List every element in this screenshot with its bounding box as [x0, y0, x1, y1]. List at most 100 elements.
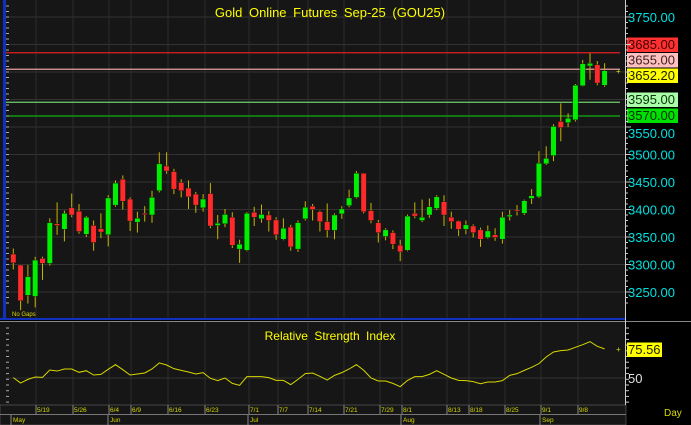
date-label: 7/29: [381, 407, 394, 414]
candle-up: [61, 213, 68, 230]
candle-up: [536, 163, 542, 198]
candles: [10, 53, 608, 311]
candle-down: [273, 219, 279, 235]
candle-down: [397, 245, 404, 253]
candle-up: [302, 207, 309, 220]
candle-down: [557, 121, 564, 128]
candle-up: [382, 229, 389, 237]
level-label-bg: [627, 92, 678, 107]
date-label: 5/26: [74, 407, 87, 414]
panel-border-bottom: [0, 318, 626, 320]
candle-down: [141, 213, 148, 215]
candle-down: [360, 172, 367, 212]
rsi-last-marker: +: [616, 345, 621, 354]
candle-up: [331, 214, 338, 231]
level-label-bg: [627, 37, 678, 52]
level-label-bg: [627, 68, 678, 83]
rsi: 50 75.56 +: [6, 327, 662, 403]
date-label: 8/25: [506, 407, 519, 414]
candle-down: [54, 223, 61, 226]
date-label: 9/8: [579, 407, 588, 414]
candle-down: [17, 264, 24, 301]
month-label: Sep: [542, 417, 554, 424]
candle-up: [579, 63, 586, 86]
candle-down: [287, 226, 294, 248]
candle-down: [455, 220, 462, 230]
price-tick-label: 3500.00: [628, 148, 675, 163]
candle-down: [10, 253, 17, 264]
candle-up: [280, 227, 287, 240]
candle-down: [390, 232, 396, 245]
candle-down: [192, 193, 199, 206]
candle-up: [83, 216, 90, 235]
candle-up: [433, 196, 440, 209]
candle-down: [309, 205, 316, 210]
candle-up: [506, 214, 513, 217]
level-label: 3652.20: [628, 68, 675, 83]
candle-down: [375, 222, 382, 233]
level-label: 3685.00: [628, 37, 675, 52]
candle-down: [170, 171, 177, 190]
period-label[interactable]: Day: [664, 408, 682, 419]
candle-up: [353, 172, 360, 198]
level-label: 3570.00: [628, 108, 675, 123]
level-label-bg: [627, 53, 678, 68]
rsi-panel: [0, 322, 626, 405]
date-label: 7/7: [279, 407, 288, 414]
date-label: 5/19: [37, 407, 50, 414]
level-label-bg: [627, 108, 678, 123]
candle-up: [404, 215, 411, 251]
date-label: 8/13: [448, 407, 461, 414]
candle-up: [499, 216, 506, 240]
level-label: 3655.00: [628, 53, 675, 68]
candle-up: [156, 163, 163, 192]
price-tick-label: 3350.00: [628, 230, 675, 245]
candle-down: [76, 210, 82, 232]
rsi-value-bg: [627, 342, 662, 357]
price-tick-label: 3300.00: [628, 258, 675, 273]
month-label: Jul: [250, 417, 259, 424]
candle-down: [368, 210, 374, 221]
candle-up: [105, 197, 112, 235]
candle-up: [528, 195, 535, 199]
candle-up: [214, 223, 221, 226]
candle-up: [149, 197, 155, 216]
candle-up: [550, 126, 557, 156]
candle-up: [134, 218, 141, 223]
candle-up: [25, 276, 31, 296]
date-label: 9/1: [542, 407, 551, 414]
rsi-title: Relative Strength Index: [265, 329, 396, 343]
price-tick-label: 3550.00: [628, 126, 675, 141]
price-panel: [0, 0, 626, 320]
candle-down: [317, 211, 323, 222]
date-label: 6/23: [206, 407, 219, 414]
no-gaps-label: No Gaps: [12, 312, 36, 318]
price-axis: 3750.00 3550.00 3500.00 3450.00 3400.00 3350.…: [6, 5, 675, 304]
date-axis-labels: 5/19 5/26 6/4 6/9 6/16 6/23 7/1 7/7 7/14 7/21 7/29…: [0, 405, 626, 425]
candle-up: [46, 222, 53, 264]
candle-up: [258, 214, 265, 220]
candle-up: [112, 182, 119, 206]
candle-down: [39, 258, 46, 264]
candle-up: [346, 197, 352, 206]
level-label: 3595.00: [628, 92, 675, 107]
candle-down: [90, 225, 97, 243]
candle-down: [411, 213, 418, 217]
date-label: 7/14: [309, 407, 322, 414]
candle-up: [236, 243, 243, 250]
candle-up: [338, 208, 345, 215]
candle-down: [470, 225, 477, 233]
date-label: 6/16: [169, 407, 182, 414]
price-tick-label: 3450.00: [628, 175, 675, 190]
date-label: 7/1: [250, 407, 259, 414]
month-label: May: [13, 417, 26, 424]
candle-up: [587, 63, 593, 67]
candle-up: [601, 70, 608, 86]
price-tick-label: 3750.00: [628, 10, 675, 25]
candle-up: [295, 222, 301, 250]
candle-down: [594, 64, 601, 84]
candle-down: [68, 207, 75, 216]
candle-up: [419, 216, 425, 221]
